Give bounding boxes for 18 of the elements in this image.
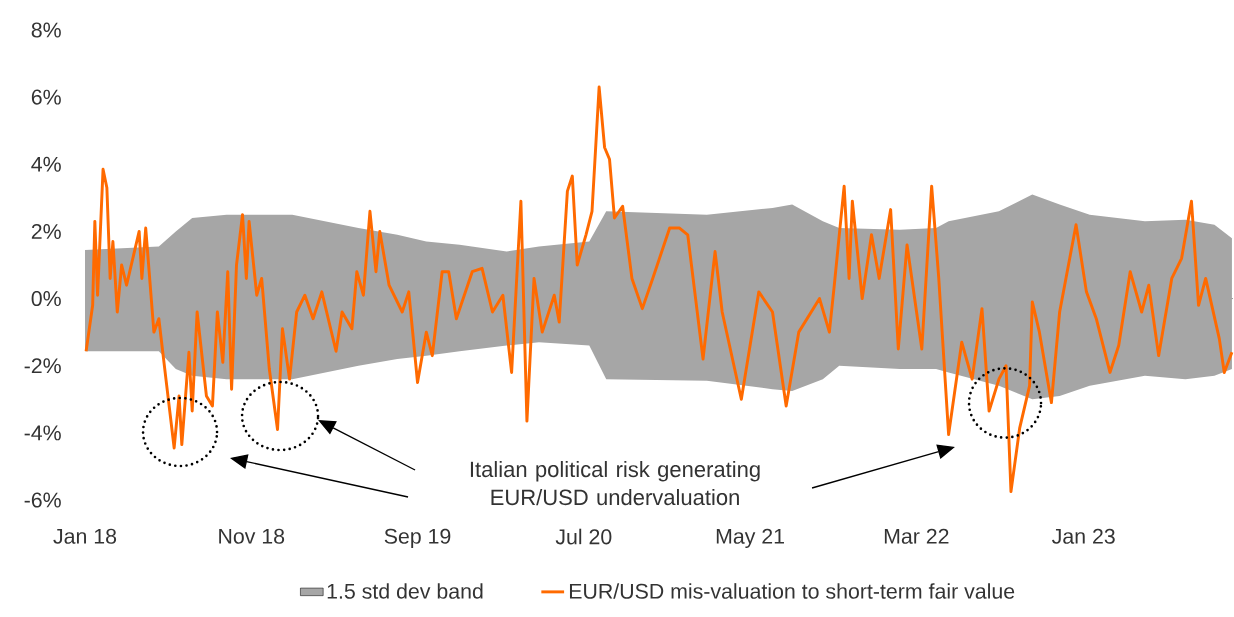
y-tick-label: -2% (24, 358, 61, 374)
x-tick-label: Sep 19 (384, 528, 451, 549)
annotation: Italian political risk generating EUR/USD undervaluation (470, 461, 760, 506)
y-tick-label: -6% (24, 492, 61, 508)
y-tick-label: 4% (31, 156, 61, 172)
y-tick-label: 6% (31, 89, 61, 105)
x-tick-label: Mar 22 (884, 528, 949, 544)
x-tick-label: Nov 18 (219, 528, 285, 544)
legend-label: EUR/USD mis-valuation to short-term fair value (569, 583, 1015, 599)
y-tick-label: 2% (31, 223, 61, 239)
y-tick-label: 0% (31, 291, 61, 307)
y-tick-label: 8% (31, 22, 61, 38)
x-tick-label: Jan 23 (1052, 528, 1115, 544)
x-tick-label: Jul 20 (555, 528, 612, 545)
y-tick-label: -4% (24, 425, 61, 441)
x-tick-label: May 21 (716, 528, 784, 549)
x-tick-label: Jan 18 (53, 528, 117, 544)
legend-label: 1.5 std dev band (327, 583, 483, 599)
